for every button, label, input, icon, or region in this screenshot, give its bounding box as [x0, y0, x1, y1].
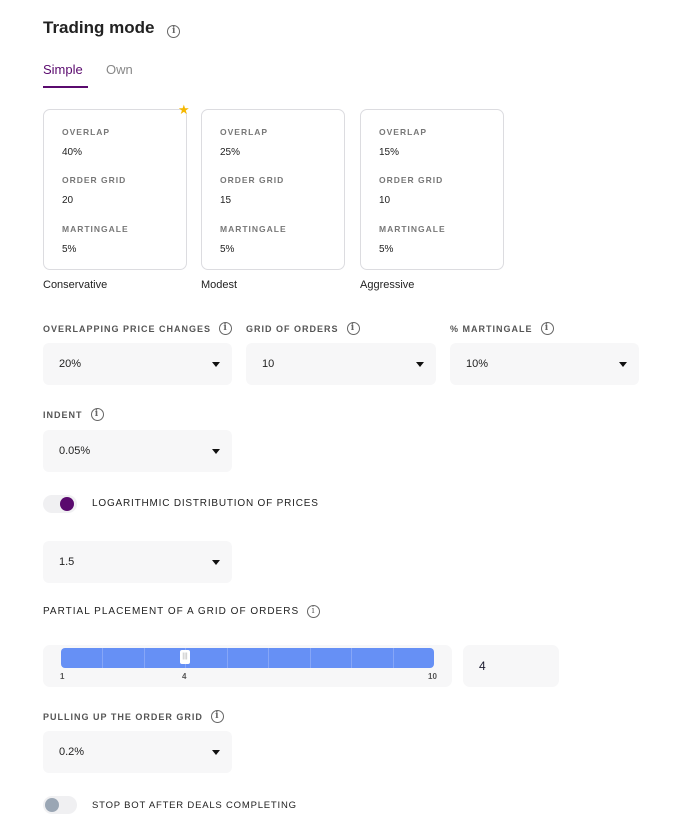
grid-value: 15 [220, 195, 232, 206]
info-icon[interactable]: i [307, 605, 321, 618]
slider-current-label: 4 [182, 672, 187, 681]
martingale-label: MARTINGALE [220, 224, 287, 234]
info-icon[interactable]: i [540, 322, 554, 335]
overlap-label: OVERLAP [220, 127, 269, 137]
page-title: Trading mode i [43, 18, 181, 38]
log-distribution-toggle[interactable] [43, 495, 77, 513]
martingale-field-label: % MARTINGALE i [450, 322, 554, 335]
stop-bot-toggle[interactable] [43, 796, 77, 814]
overlap-label: OVERLAP [62, 127, 111, 137]
partial-field-label: PARTIAL PLACEMENT OF A GRID OF ORDERS i [43, 605, 321, 618]
star-icon: ★ [178, 102, 190, 117]
log-value-dropdown[interactable]: 1.5 [43, 541, 232, 583]
slider-track[interactable] [61, 648, 434, 668]
pulling-dropdown[interactable]: 0.2% [43, 731, 232, 773]
martingale-value: 5% [220, 244, 235, 255]
info-icon[interactable]: i [346, 322, 360, 335]
title-text: Trading mode [43, 18, 155, 37]
pulling-field-label: PULLING UP THE ORDER GRID i [43, 710, 224, 723]
overlap-value: 40% [62, 147, 83, 158]
grid-label: ORDER GRID [62, 175, 127, 185]
overlap-value: 25% [220, 147, 241, 158]
info-icon[interactable]: i [167, 25, 181, 38]
caret-down-icon [212, 448, 220, 454]
grid-value: 20 [62, 195, 74, 206]
overlap-label: OVERLAP [379, 127, 428, 137]
overlap-dropdown[interactable]: 20% [43, 343, 232, 385]
preset-card-modest[interactable]: OVERLAP 25% ORDER GRID 15 MARTINGALE 5% [201, 109, 345, 270]
grid-label: ORDER GRID [379, 175, 444, 185]
preset-name: Modest [201, 279, 238, 291]
tab-simple[interactable]: Simple [43, 62, 83, 77]
partial-slider[interactable]: ||| 1 4 10 [43, 645, 452, 687]
caret-down-icon [416, 361, 424, 367]
slider-min-label: 1 [60, 672, 65, 681]
toggle-knob [45, 798, 59, 812]
preset-name: Conservative [43, 279, 108, 291]
info-icon[interactable]: i [219, 322, 233, 335]
caret-down-icon [212, 559, 220, 565]
indent-dropdown[interactable]: 0.05% [43, 430, 232, 472]
active-tab-indicator [43, 86, 88, 88]
caret-down-icon [619, 361, 627, 367]
caret-down-icon [212, 749, 220, 755]
partial-value-input[interactable]: 4 [463, 645, 559, 687]
info-icon[interactable]: i [210, 710, 224, 723]
slider-max-label: 10 [428, 672, 437, 681]
indent-field-label: INDENT i [43, 408, 104, 421]
stop-bot-label: STOP BOT AFTER DEALS COMPLETING [92, 800, 297, 811]
preset-card-conservative[interactable]: OVERLAP 40% ORDER GRID 20 MARTINGALE 5% [43, 109, 187, 270]
overlap-field-label: OVERLAPPING PRICE CHANGES i [43, 322, 233, 335]
martingale-dropdown[interactable]: 10% [450, 343, 639, 385]
martingale-value: 5% [62, 244, 77, 255]
slider-thumb[interactable]: ||| [180, 650, 190, 664]
grid-dropdown[interactable]: 10 [246, 343, 436, 385]
log-distribution-label: LOGARITHMIC DISTRIBUTION OF PRICES [92, 498, 319, 509]
overlap-value: 15% [379, 147, 400, 158]
martingale-label: MARTINGALE [379, 224, 446, 234]
toggle-knob [60, 497, 74, 511]
grid-label: ORDER GRID [220, 175, 285, 185]
grid-value: 10 [379, 195, 391, 206]
preset-name: Aggressive [360, 279, 415, 291]
grid-field-label: GRID OF ORDERS i [246, 322, 360, 335]
preset-card-aggressive[interactable]: OVERLAP 15% ORDER GRID 10 MARTINGALE 5% [360, 109, 504, 270]
martingale-label: MARTINGALE [62, 224, 129, 234]
caret-down-icon [212, 361, 220, 367]
tab-own[interactable]: Own [106, 62, 133, 77]
info-icon[interactable]: i [90, 408, 104, 421]
martingale-value: 5% [379, 244, 394, 255]
